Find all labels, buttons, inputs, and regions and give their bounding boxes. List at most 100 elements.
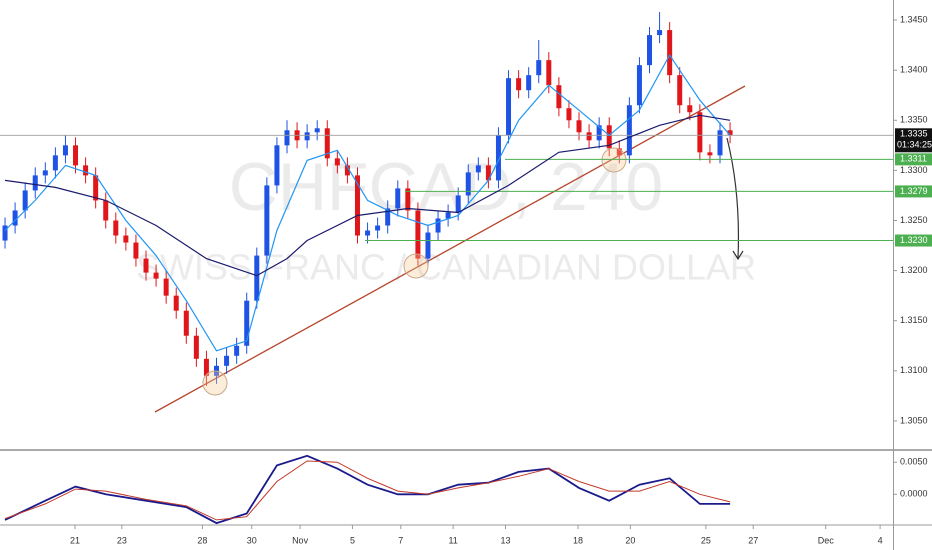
candle-body <box>385 208 391 226</box>
candle-body <box>324 128 330 159</box>
candle-body <box>123 235 129 243</box>
price-tick-label: 1.3200 <box>900 265 928 275</box>
candle-body <box>707 152 713 156</box>
time-tick-label: 4 <box>878 535 883 545</box>
candle-body <box>475 165 481 173</box>
candle-body <box>526 75 532 91</box>
level-label-box <box>895 153 932 166</box>
candle-body <box>284 130 290 146</box>
price-tick-label: 1.3450 <box>900 14 928 24</box>
touch-circle <box>403 253 429 279</box>
time-tick-label: 23 <box>117 535 127 545</box>
candle-body <box>667 30 673 76</box>
candle-body <box>354 175 360 236</box>
candle-body <box>113 220 119 236</box>
candle-body <box>626 105 632 156</box>
candle-body <box>616 148 622 156</box>
time-tick-label: 27 <box>748 535 758 545</box>
candle-body <box>647 35 653 66</box>
candle-body <box>153 272 159 279</box>
candle-body <box>536 60 542 76</box>
candle-body <box>93 175 99 201</box>
candle-body <box>314 128 320 133</box>
time-tick-label: 28 <box>197 535 207 545</box>
candle-body <box>274 145 280 186</box>
candle-body <box>546 60 552 86</box>
candle-body <box>224 355 230 366</box>
watermark-symbol: CHFCAD, 240 <box>229 149 664 225</box>
candle-body <box>163 278 169 296</box>
candle-body <box>556 85 562 109</box>
candle-body <box>657 30 663 36</box>
candle-body <box>365 230 371 236</box>
time-tick-label: Dec <box>818 535 835 545</box>
candle-body <box>687 105 693 113</box>
level-label: 1.3279 <box>900 186 928 196</box>
countdown: 01:34:25 <box>897 140 932 150</box>
candle-body <box>395 188 401 209</box>
candle-body <box>516 78 522 91</box>
time-tick-label: 18 <box>573 535 583 545</box>
forecast-arrow <box>726 137 740 259</box>
level-label: 1.3311 <box>900 154 927 164</box>
candle-body <box>173 295 179 311</box>
candle-body <box>435 218 441 233</box>
time-tick-label: 21 <box>70 535 80 545</box>
candle-body <box>42 170 48 176</box>
arrow-head <box>732 250 744 261</box>
candle-body <box>455 195 461 213</box>
candle-body <box>697 112 703 153</box>
candle-body <box>677 75 683 106</box>
candle-body <box>445 212 451 219</box>
candle-body <box>183 310 189 336</box>
level-label-box <box>895 185 932 198</box>
candles <box>2 12 733 386</box>
candle-body <box>425 232 431 259</box>
time-tick-label: 20 <box>625 535 635 545</box>
candle-body <box>193 335 199 359</box>
time-tick-label: 13 <box>501 535 511 545</box>
candle-body <box>375 225 381 231</box>
candle-body <box>234 345 240 356</box>
candle-body <box>727 130 733 136</box>
candle-body <box>606 125 612 149</box>
osc-tick-label: 0.0000 <box>900 489 928 499</box>
candle-body <box>495 135 501 181</box>
watermark-name: SWISS FRANC / CANADIAN DOLLAR <box>136 247 756 288</box>
last-price-box <box>895 128 932 153</box>
level-label-box <box>895 234 932 247</box>
candle-body <box>12 210 18 226</box>
candle-body <box>22 190 28 211</box>
moving-average <box>4 114 731 277</box>
time-tick-label: 25 <box>701 535 711 545</box>
candle-body <box>415 210 421 259</box>
candle-body <box>83 165 89 176</box>
price-tick-label: 1.3300 <box>900 165 928 175</box>
touch-circle <box>601 147 627 173</box>
candle-body <box>2 225 8 241</box>
level-label: 1.3230 <box>900 235 928 245</box>
price-tick-label: 1.3400 <box>900 65 928 75</box>
candle-body <box>586 132 592 141</box>
price-tick-label: 1.3100 <box>900 365 928 375</box>
osc-tick-label: 0.0050 <box>900 457 928 467</box>
candle-body <box>203 358 209 376</box>
moving-average <box>4 53 731 352</box>
candle-body <box>576 120 582 133</box>
candle-body <box>244 300 250 346</box>
candle-body <box>405 188 411 211</box>
candle-body <box>254 255 260 301</box>
price-tick-label: 1.3150 <box>900 315 928 325</box>
candle-body <box>133 242 139 259</box>
candle-body <box>62 145 68 156</box>
candle-body <box>485 165 491 181</box>
candle-body <box>264 185 270 256</box>
candle-body <box>334 158 340 166</box>
time-tick-label: 7 <box>398 535 403 545</box>
candle-body <box>32 175 38 191</box>
time-tick-label: 11 <box>448 535 457 545</box>
candle-body <box>506 78 512 136</box>
last-price-label: 1.3335 <box>900 129 928 139</box>
price-tick-label: 1.3250 <box>900 215 928 225</box>
